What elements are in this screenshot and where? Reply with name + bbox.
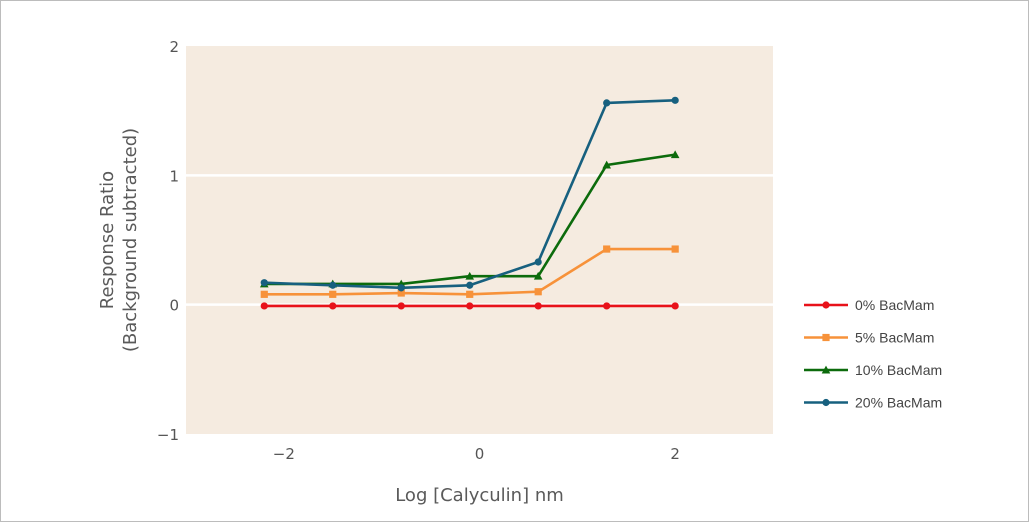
data-point [534,302,542,310]
y-tick-label: 2 [169,38,179,56]
x-tick-label: −2 [273,445,295,463]
y-tick-label: 1 [169,167,179,185]
series-layer [259,96,680,310]
data-point [397,284,405,292]
data-point [533,271,543,280]
data-point [260,302,268,310]
y-tick-label: −1 [157,426,179,444]
y-tick-label: 0 [169,297,179,315]
data-point [670,150,680,159]
data-point [465,271,475,280]
data-point [822,333,830,342]
legend-label: 20% BacMam [855,395,942,411]
x-tick-label: 0 [475,445,485,463]
data-point [329,290,337,298]
legend-item: 5% BacMam [804,330,934,346]
data-point [822,301,830,309]
data-point [329,302,337,310]
data-point [466,302,474,310]
series-5-bacmam [260,245,679,298]
data-point [603,245,611,253]
data-point [671,302,679,310]
data-point [603,99,611,107]
data-point [603,302,611,310]
tick-labels: −1 0 1 2 −2 0 2 [157,38,680,463]
data-point [466,290,474,298]
legend-label: 10% BacMam [855,362,942,378]
legend-item: 0% BacMam [804,297,934,313]
legend-label: 0% BacMam [855,297,934,313]
data-point [534,288,542,296]
data-point [329,281,337,289]
series-20-bacmam [260,96,679,292]
y-axis-subtitle: (Background subtracted) [120,128,141,352]
legend-label: 5% BacMam [855,330,934,346]
data-point [466,281,474,289]
x-axis-title: Log [Calyculin] nm [395,485,564,506]
data-point [671,96,679,104]
data-point [260,279,268,287]
data-point [260,290,268,298]
data-point [397,302,405,310]
data-point [534,258,542,266]
data-point [397,289,405,297]
data-point [602,160,612,169]
data-point [671,245,679,253]
legend-item: 20% BacMam [804,395,942,411]
y-axis-title: Response Ratio [97,171,118,309]
legend: 0% BacMam 5% BacMam 10% BacMam 20% BacMam [804,297,942,411]
data-point [822,398,830,407]
x-tick-label: 2 [670,445,680,463]
legend-item: 10% BacMam [804,362,942,378]
data-point [821,365,831,374]
plot-area [186,46,773,434]
series-0-bacmam [260,302,679,310]
